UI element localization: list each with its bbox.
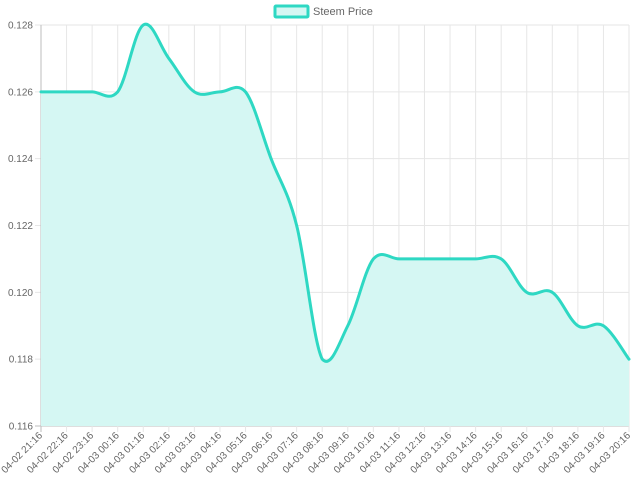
data-point — [192, 90, 196, 94]
plot-area — [39, 22, 631, 426]
legend[interactable]: Steem Price — [273, 4, 373, 19]
data-point — [346, 324, 350, 328]
data-point — [167, 56, 171, 60]
y-tick-label: 0.122 — [8, 221, 33, 232]
data-point — [422, 257, 426, 261]
legend-swatch[interactable] — [273, 4, 310, 19]
data-point — [601, 324, 605, 328]
data-point — [218, 90, 222, 94]
y-tick-label: 0.124 — [8, 154, 33, 165]
data-point — [39, 90, 43, 94]
legend-label[interactable]: Steem Price — [313, 6, 373, 18]
data-point — [90, 90, 94, 94]
data-point — [65, 90, 69, 94]
series-area-fill — [41, 24, 629, 426]
data-point — [371, 257, 375, 261]
y-tick-label: 0.118 — [9, 355, 34, 366]
data-point — [116, 90, 120, 94]
data-point — [295, 224, 299, 228]
data-point — [269, 157, 273, 161]
y-tick-label: 0.128 — [8, 21, 33, 32]
data-point — [499, 257, 503, 261]
series-line — [39, 22, 631, 363]
data-point — [320, 357, 324, 361]
y-axis: 0.116 0.118 0.120 0.122 0.124 0.126 0.128 — [8, 21, 33, 433]
data-point — [474, 257, 478, 261]
data-point — [141, 23, 145, 27]
data-point — [244, 90, 248, 94]
y-tick-label: 0.126 — [8, 87, 33, 98]
data-point — [397, 257, 401, 261]
y-tick-label: 0.120 — [8, 288, 33, 299]
data-point — [627, 357, 631, 361]
data-point — [576, 324, 580, 328]
data-point — [525, 290, 529, 294]
data-point — [550, 290, 554, 294]
y-tick-label: 0.116 — [9, 422, 34, 433]
data-point — [448, 257, 452, 261]
